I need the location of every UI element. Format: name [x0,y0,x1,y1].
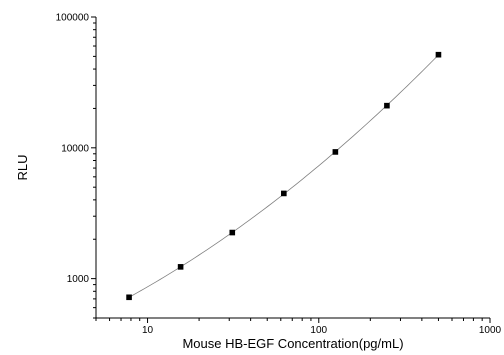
data-point [229,229,236,236]
x-axis-title: Mouse HB-EGF Concentration(pg/mL) [182,336,403,351]
data-point [384,102,390,109]
y-axis-ticks: 1000 10000 100000 [56,13,96,319]
y-axis-title: RLU [15,154,30,180]
data-points [126,51,442,301]
y-tick-label: 1000 [67,274,90,285]
x-tick-label: 1000 [479,325,502,336]
data-point [332,149,339,155]
plot-frame [95,17,490,319]
data-point [177,264,184,270]
fit-curve [128,54,439,298]
x-tick-label: 10 [142,325,154,336]
data-point [281,190,287,197]
x-tick-label: 100 [310,325,327,336]
x-axis-ticks: 10 100 1000 [95,318,502,336]
y-tick-label: 100000 [56,13,90,24]
data-point [126,294,132,301]
data-point [435,51,442,58]
y-tick-label: 10000 [61,143,89,154]
